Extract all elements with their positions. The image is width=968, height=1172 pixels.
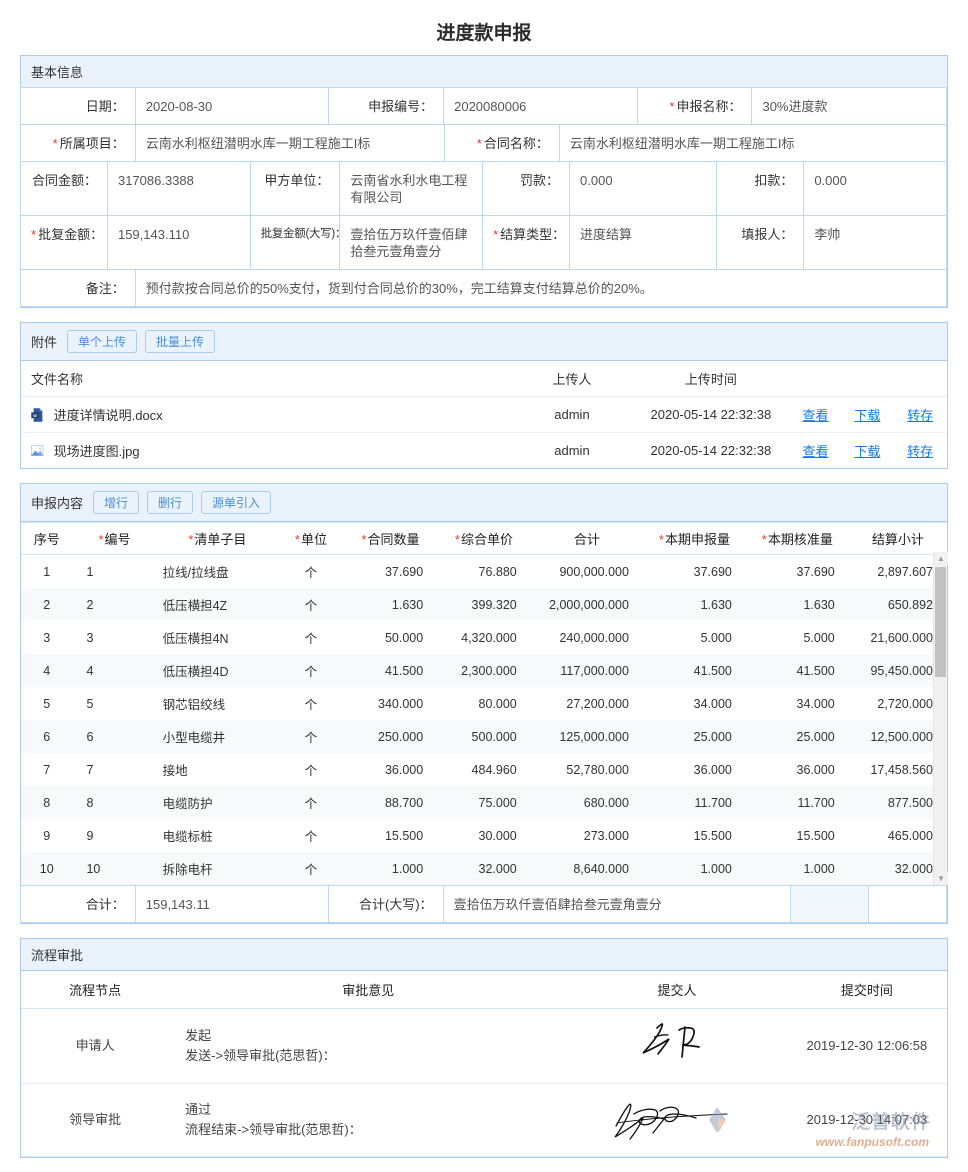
- svg-text:W: W: [33, 414, 37, 418]
